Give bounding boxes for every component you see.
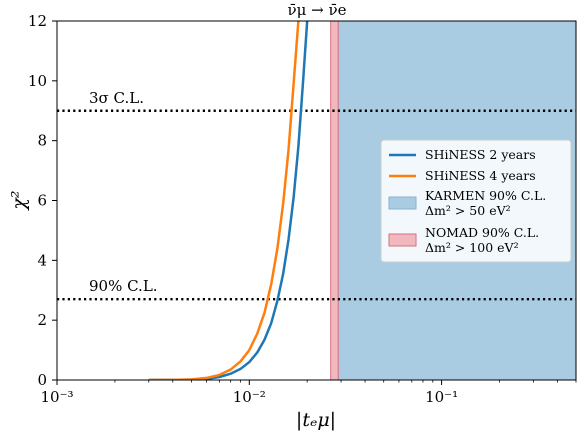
y-tick-label-3: 6 [37,192,47,210]
x-tick-label-0: 10⁻³ [40,388,73,406]
legend-box [380,139,572,263]
y-tick-label-4: 8 [37,132,47,150]
y-axis-title: χ² [8,190,30,211]
legend-label-nomad-mass: Δm² > 100 eV² [425,240,519,255]
hline-label-1: 90% C.L. [89,277,158,295]
legend-label-karmen-mass: Δm² > 50 eV² [425,203,511,218]
x-tick-label-1: 10⁻² [233,388,266,406]
legend-label-nomad: NOMAD 90% C.L. [425,225,539,240]
series-lines [148,21,309,380]
series-line-1 [148,21,300,380]
y-tick-label-0: 0 [37,371,47,389]
legend-swatch-karmen [388,196,417,210]
axis-ticks: 0 2 4 6 8 10 12 10⁻³ 10⁻² 10⁻¹ [28,12,577,406]
x-axis-title: |tₑμ| [296,409,336,431]
band-1 [330,20,339,381]
confidence-lines: 3σ C.L. 90% C.L. [57,89,576,301]
chart-title: ν̄μ → ν̄e [288,1,347,19]
legend-swatch-nomad [388,233,417,247]
legend-label-shiness-2-years: SHiNESS 2 years [425,147,536,162]
y-tick-label-6: 12 [28,12,47,30]
legend: SHiNESS 2 years SHiNESS 4 years KARMEN 9… [380,139,572,263]
y-tick-label-5: 10 [28,72,47,90]
legend-label-shiness-4-years: SHiNESS 4 years [425,168,536,183]
x-tick-label-2: 10⁻¹ [425,388,458,406]
y-tick-label-2: 4 [37,251,47,269]
y-tick-label-1: 2 [37,311,47,329]
legend-label-karmen: KARMEN 90% C.L. [425,188,546,203]
hline-label-0: 3σ C.L. [89,89,144,107]
